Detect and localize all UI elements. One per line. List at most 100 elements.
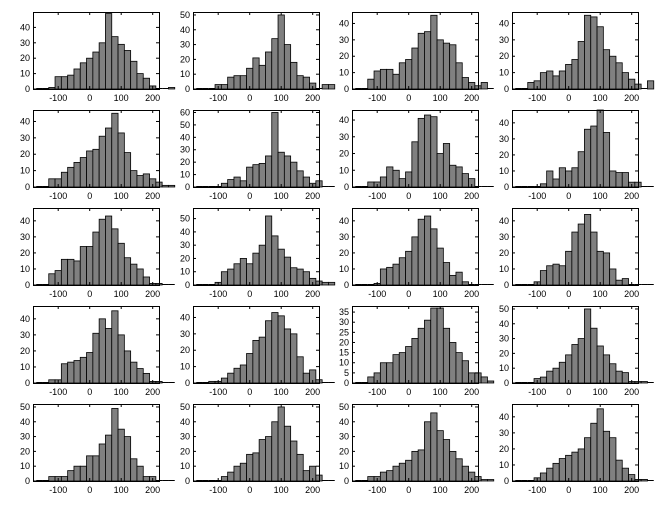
x-tick-label: 200 <box>305 289 320 299</box>
histogram-bar <box>130 170 138 188</box>
x-tick-label: 100 <box>274 387 289 397</box>
histogram-bar <box>79 246 87 286</box>
y-tick-label: 20 <box>180 345 190 355</box>
histogram-bar <box>455 62 463 90</box>
x-tick-label: 100 <box>593 93 608 103</box>
histogram-bar <box>265 155 273 188</box>
y-tick-label: 50 <box>180 214 190 224</box>
x-tick-label: 100 <box>433 191 448 201</box>
plot-frame <box>512 306 639 384</box>
x-tick-label: 200 <box>624 191 639 201</box>
plot-frame <box>352 110 479 188</box>
histogram-bar <box>609 268 617 286</box>
x-tick-label: -100 <box>528 289 546 299</box>
x-tick-label: 200 <box>145 289 160 299</box>
histogram-bar <box>596 26 604 90</box>
x-tick-label: 100 <box>593 289 608 299</box>
histogram-bar <box>615 62 623 90</box>
histogram-bar <box>48 273 56 286</box>
histogram-bar <box>290 267 298 286</box>
histogram-bar <box>208 380 216 384</box>
histogram-bar <box>67 361 75 384</box>
histogram-bar <box>558 458 566 482</box>
histogram-bar <box>596 408 604 482</box>
histogram-bar <box>98 318 106 384</box>
histogram-bar <box>386 68 394 90</box>
histogram-bar <box>602 132 611 188</box>
histogram-bar <box>596 250 604 286</box>
y-tick-label: 0 <box>25 84 30 94</box>
histogram-bar <box>552 462 560 482</box>
y-tick-label: 40 <box>20 116 30 126</box>
histogram-bar <box>480 82 488 90</box>
histogram-bar <box>571 59 579 90</box>
histogram-bar <box>461 281 469 286</box>
histogram-bar <box>67 166 75 188</box>
y-tick-label: 40 <box>499 18 509 28</box>
histogram-bar <box>220 271 229 286</box>
histogram-bar <box>565 354 573 384</box>
histogram-bar <box>48 476 56 482</box>
histogram-bar <box>252 452 260 482</box>
plot-frame <box>193 110 320 188</box>
histogram-bar <box>615 172 623 188</box>
y-tick-label: 40 <box>20 22 30 32</box>
y-tick-label: 0 <box>25 378 30 388</box>
histogram-panel: -100 0 100 200 0 10 20 30 40 50 <box>339 402 495 495</box>
histogram-bar <box>398 257 406 286</box>
y-tick-label: 60 <box>180 107 190 117</box>
histogram-panel: -100 0 100 200 0 10 20 30 40 <box>20 110 176 201</box>
histogram-bar <box>405 250 413 286</box>
y-tick-label: 30 <box>20 38 30 48</box>
histogram-bar <box>609 363 617 384</box>
histogram-bar <box>546 170 554 188</box>
x-tick-label: -100 <box>368 93 386 103</box>
y-tick-label: 20 <box>180 157 190 167</box>
histogram-bar <box>105 328 113 384</box>
histogram-bar <box>411 236 419 286</box>
histogram-bar <box>558 361 566 384</box>
histogram-bar <box>220 182 229 188</box>
histogram-bar <box>283 256 292 286</box>
histogram-bar <box>615 459 623 482</box>
histogram-bar <box>621 372 629 384</box>
histogram-bar <box>296 356 304 384</box>
histogram-bar <box>539 72 548 90</box>
histogram-bar <box>92 455 100 482</box>
x-tick-label: 200 <box>624 387 639 397</box>
plot-frame <box>352 208 479 286</box>
histogram-bar <box>379 362 388 384</box>
histogram-bar <box>73 360 81 384</box>
histogram-bar <box>73 260 81 286</box>
histogram-bar <box>227 471 235 482</box>
histogram-bar <box>86 352 94 384</box>
x-tick-label: 100 <box>114 191 129 201</box>
histogram-panel: -100 0 100 200 0 10 20 30 40 <box>180 306 335 397</box>
y-tick-label: 40 <box>499 319 509 329</box>
y-tick-label: 0 <box>25 476 30 486</box>
histogram-bar <box>67 470 75 482</box>
x-tick-label: 200 <box>624 93 639 103</box>
x-tick-label: 0 <box>247 387 252 397</box>
y-tick-label: 20 <box>339 149 349 159</box>
y-tick-label: 50 <box>20 402 30 412</box>
histogram-bar <box>379 176 388 188</box>
plot-frame <box>512 110 639 188</box>
y-tick-label: 40 <box>180 312 190 322</box>
histogram-bar <box>252 57 260 90</box>
y-tick-label: 10 <box>20 461 30 471</box>
plot-frame <box>352 12 479 90</box>
histogram-bar <box>73 162 81 188</box>
histogram-bar <box>277 151 285 188</box>
histogram-bar <box>86 57 94 90</box>
histogram-bar <box>590 422 598 482</box>
y-tick-label: 30 <box>180 432 190 442</box>
histogram-bar <box>86 150 94 188</box>
histogram-bar <box>123 350 132 384</box>
histogram-panel: -100 0 100 200 0 10 20 30 40 <box>499 404 654 495</box>
histogram-bar <box>430 116 438 188</box>
histogram-bar <box>392 73 400 90</box>
x-tick-label: 200 <box>305 485 320 495</box>
plot-frame <box>33 110 160 188</box>
y-tick-label: 0 <box>185 182 190 192</box>
